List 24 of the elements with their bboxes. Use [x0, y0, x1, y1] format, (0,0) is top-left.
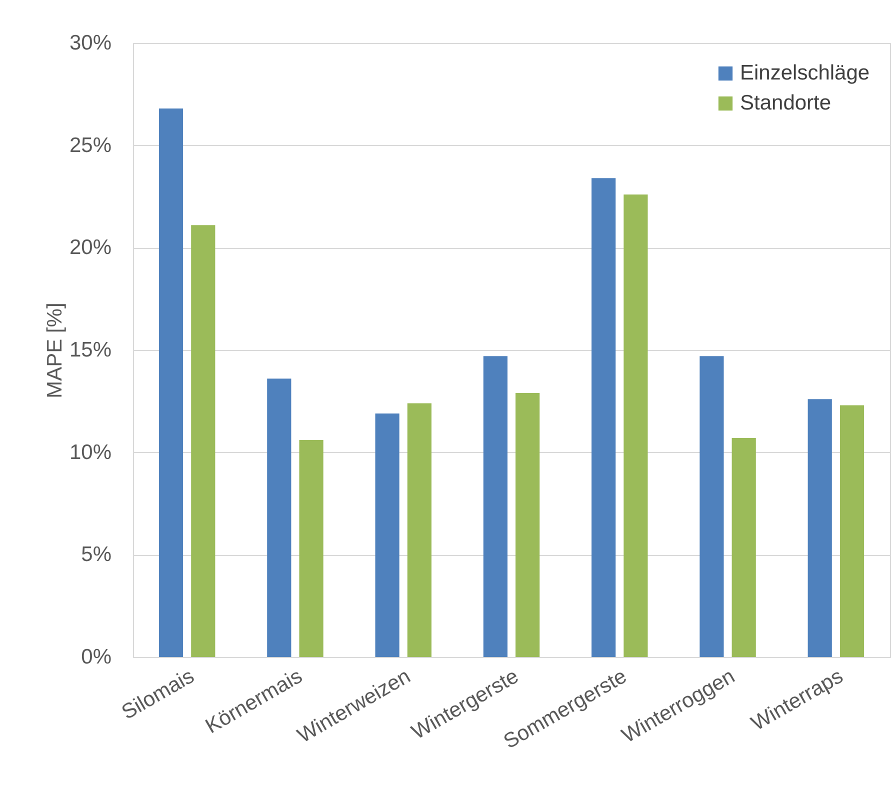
y-tick-label: 15%	[69, 338, 112, 362]
bar	[624, 194, 648, 657]
y-tick-label: 20%	[69, 236, 112, 260]
bar	[191, 225, 216, 657]
bar	[732, 438, 756, 657]
legend-label: Einzelschläge	[740, 62, 870, 84]
bar	[158, 108, 184, 657]
bar	[299, 440, 324, 657]
bar	[407, 403, 432, 657]
y-tick-label: 0%	[81, 646, 112, 668]
bar	[375, 413, 400, 657]
y-axis-title: MAPE [%]	[43, 302, 66, 398]
y-tick-label: 5%	[81, 543, 112, 566]
bar	[516, 392, 540, 657]
bar	[483, 356, 508, 657]
bar	[592, 178, 616, 657]
bar	[808, 399, 832, 657]
legend-label: Standorte	[740, 92, 832, 114]
bar	[700, 356, 724, 657]
y-tick-label: 30%	[69, 32, 112, 54]
y-tick-label: 25%	[69, 134, 112, 157]
bar	[840, 405, 864, 657]
bar	[267, 378, 292, 657]
y-tick-label: 10%	[69, 440, 112, 464]
